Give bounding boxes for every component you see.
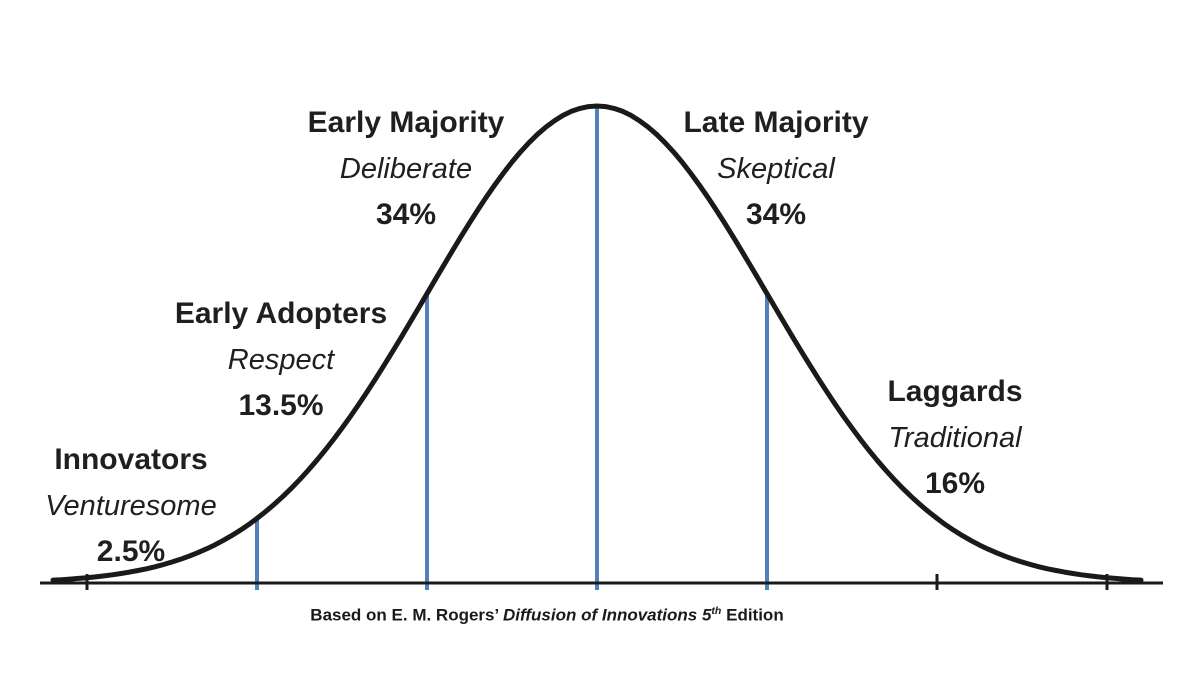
segment-label-laggards: Laggards Traditional 16% [887,369,1022,507]
segment-percent: 34% [375,198,437,231]
segment-label-late-majority: Late Majority Skeptical 34% [683,100,868,238]
segment-percent: 34% [745,198,807,231]
segment-name: Early Adopters [174,297,388,330]
segment-trait: Deliberate [339,153,473,185]
segment-percent: 16% [924,467,986,500]
segment-percent: 13.5% [238,389,324,422]
segment-name: Early Majority [307,106,505,139]
segment-trait: Traditional [888,422,1022,454]
segment-label-innovators: Innovators Venturesome 2.5% [45,437,216,575]
caption-suffix: Edition [721,605,784,625]
caption-prefix: Based on E. M. Rogers’ [310,605,504,625]
segment-trait: Respect [227,344,335,376]
segment-label-early-majority: Early Majority Deliberate 34% [308,100,505,238]
caption-work-title: Diffusion of Innovations 5 [503,605,712,625]
segment-name: Laggards [887,375,1023,408]
segment-trait: Venturesome [45,490,217,522]
segment-name: Innovators [54,443,208,476]
caption: Based on E. M. Rogers’ Diffusion of Inno… [310,605,783,626]
bell-curve [50,103,1144,583]
caption-ordinal: th [711,605,722,617]
segment-label-early-adopters: Early Adopters Respect 13.5% [175,291,387,429]
segment-percent: 2.5% [96,535,166,568]
segment-name: Late Majority [683,106,869,139]
segment-trait: Skeptical [717,153,835,185]
